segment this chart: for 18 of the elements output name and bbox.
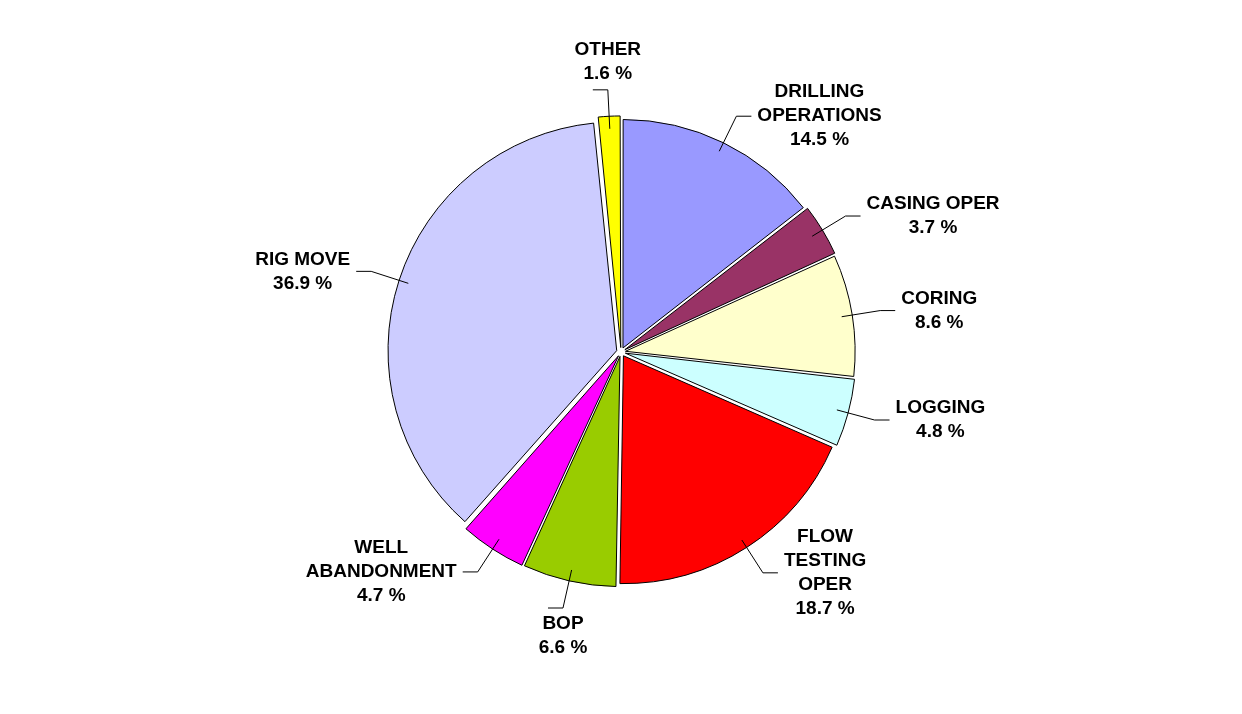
data-label: 14.5 % <box>789 128 850 150</box>
slice-label: DRILLING OPERATIONS <box>757 80 882 126</box>
data-label: 4.7 % <box>356 584 406 606</box>
slice-label: FLOW TESTING OPER <box>783 525 867 595</box>
data-label: 1.6 % <box>583 62 633 84</box>
slice-label: WELL ABANDONMENT <box>305 536 458 582</box>
slice-label: OTHER <box>574 38 642 60</box>
slice-label: CASING OPER <box>866 192 1000 214</box>
data-label: 4.8 % <box>916 420 965 442</box>
data-label: 36.9 % <box>273 271 333 293</box>
data-label: 6.6 % <box>538 636 588 658</box>
data-label: 8.6 % <box>914 310 964 332</box>
slice-label: CORING <box>901 286 978 308</box>
slice-label: RIG MOVE <box>255 247 351 269</box>
slice-label: BOP <box>542 612 584 634</box>
slice-label: LOGGING <box>895 396 986 418</box>
data-label: 18.7 % <box>795 597 855 619</box>
data-label: 3.7 % <box>908 216 958 238</box>
